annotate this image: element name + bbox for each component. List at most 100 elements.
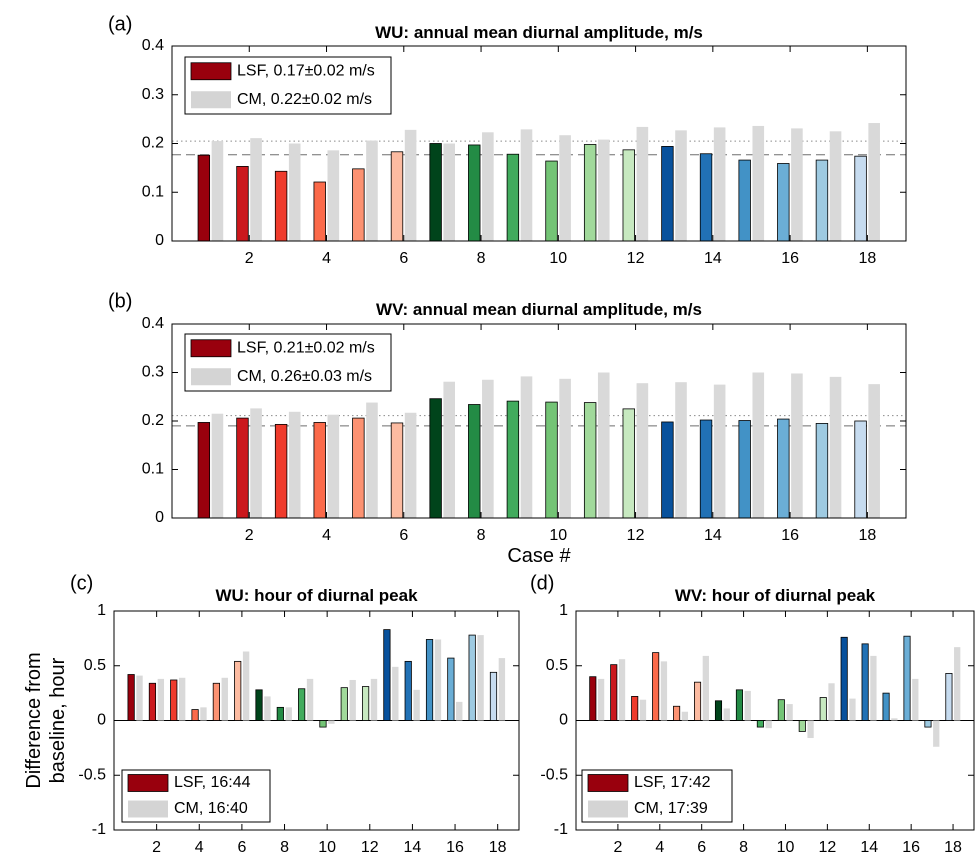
x-tick-label: 10 bbox=[549, 250, 567, 267]
bar-lsf bbox=[340, 687, 348, 721]
bar-cm bbox=[849, 698, 856, 721]
x-tick-label: 8 bbox=[280, 839, 289, 856]
legend-swatch bbox=[128, 800, 168, 818]
legend-label: CM, 0.22±0.02 m/s bbox=[237, 91, 372, 108]
bar-lsf bbox=[622, 408, 635, 519]
bar-lsf bbox=[390, 422, 404, 519]
bar-cm bbox=[211, 141, 224, 241]
bar-cm bbox=[404, 412, 417, 518]
bar-cm bbox=[702, 655, 709, 721]
bar-cm bbox=[157, 678, 165, 721]
bar-cm bbox=[200, 707, 207, 721]
y-tick-label: 0 bbox=[559, 712, 568, 729]
bar-lsf bbox=[429, 398, 442, 519]
bar-cm bbox=[597, 372, 610, 518]
y-tick-label: 0.4 bbox=[142, 315, 164, 332]
y-tick-label: 0.5 bbox=[84, 657, 106, 674]
bar-lsf bbox=[699, 153, 713, 242]
bar-lsf bbox=[661, 421, 674, 519]
x-tick-label: 14 bbox=[860, 839, 878, 856]
bar-lsf bbox=[756, 720, 764, 728]
chart-title: WV: annual mean diurnal amplitude, m/s bbox=[376, 300, 702, 319]
bar-cm bbox=[221, 677, 228, 721]
bar-lsf bbox=[447, 657, 455, 721]
bar-cm bbox=[829, 131, 842, 241]
bar-cm bbox=[675, 130, 687, 241]
y-tick-label: 0.3 bbox=[142, 364, 164, 381]
x-tick-label: 10 bbox=[777, 839, 795, 856]
bar-lsf bbox=[854, 420, 867, 519]
bar-lsf bbox=[545, 160, 558, 242]
x-tick-label: 6 bbox=[399, 250, 408, 267]
bar-lsf bbox=[735, 689, 743, 721]
bar-lsf bbox=[815, 159, 829, 242]
x-tick-label: 18 bbox=[858, 250, 876, 267]
panel-label: (c) bbox=[70, 572, 93, 594]
x-tick-label: 2 bbox=[245, 250, 254, 267]
bar-cm bbox=[618, 659, 626, 721]
legend-label: LSF, 16:44 bbox=[174, 774, 251, 791]
y-tick-label: 0.1 bbox=[142, 183, 164, 200]
x-tick-label: 10 bbox=[318, 839, 336, 856]
bar-lsf bbox=[622, 149, 635, 242]
bar-lsf bbox=[738, 420, 751, 519]
x-tick-label: 12 bbox=[361, 839, 379, 856]
x-tick-label: 16 bbox=[781, 250, 799, 267]
bar-cm bbox=[597, 139, 610, 241]
x-tick-label: 6 bbox=[697, 839, 706, 856]
legend-swatch bbox=[190, 339, 232, 358]
bar-lsf bbox=[191, 709, 199, 721]
x-tick-label: 4 bbox=[322, 527, 331, 544]
bar-cm bbox=[370, 678, 378, 721]
bar-cm bbox=[912, 678, 919, 721]
legend-swatch bbox=[190, 62, 232, 81]
legend-label: LSF, 17:42 bbox=[634, 774, 711, 791]
bar-lsf bbox=[699, 419, 713, 519]
bar-lsf bbox=[506, 153, 520, 242]
bar-lsf bbox=[170, 679, 178, 721]
legend-label: CM, 17:39 bbox=[634, 800, 708, 817]
y-axis-label: Difference from baseline, hour bbox=[23, 652, 69, 788]
bar-lsf bbox=[197, 422, 211, 519]
x-tick-label: 12 bbox=[627, 527, 645, 544]
bar-cm bbox=[413, 689, 420, 721]
x-tick-label: 16 bbox=[902, 839, 920, 856]
bar-lsf bbox=[861, 643, 869, 721]
bar-lsf bbox=[819, 697, 827, 721]
bar-lsf bbox=[298, 688, 306, 721]
bar-cm bbox=[250, 138, 262, 241]
bar-cm bbox=[306, 678, 314, 721]
bar-cm bbox=[434, 639, 442, 721]
bar-cm bbox=[891, 718, 898, 721]
bar-lsf bbox=[148, 682, 157, 721]
bar-lsf bbox=[661, 146, 674, 242]
bar-lsf bbox=[652, 652, 660, 721]
bar-cm bbox=[675, 382, 687, 518]
bar-cm bbox=[288, 143, 301, 241]
bar-lsf bbox=[274, 170, 288, 242]
bar-cm bbox=[868, 123, 880, 241]
x-tick-label: 18 bbox=[489, 839, 507, 856]
bar-cm bbox=[178, 677, 186, 721]
x-tick-label: 14 bbox=[404, 839, 422, 856]
bar-cm bbox=[477, 635, 484, 721]
bar-lsf bbox=[583, 402, 597, 519]
bar-lsf bbox=[777, 163, 790, 242]
bar-cm bbox=[520, 376, 533, 518]
x-tick-label: 6 bbox=[237, 839, 246, 856]
bar-cm bbox=[456, 701, 463, 721]
bar-cm bbox=[752, 372, 765, 518]
bar-cm bbox=[327, 414, 340, 518]
legend-swatch bbox=[587, 774, 629, 792]
bar-cm bbox=[807, 720, 814, 739]
legend-swatch bbox=[191, 91, 231, 109]
x-tick-label: 10 bbox=[549, 527, 567, 544]
x-tick-label: 16 bbox=[446, 839, 464, 856]
bar-lsf bbox=[924, 720, 932, 728]
legend-swatch bbox=[588, 800, 628, 818]
bar-cm bbox=[498, 658, 506, 721]
bar-lsf bbox=[236, 417, 249, 519]
bar-lsf bbox=[234, 660, 242, 721]
bar-lsf bbox=[429, 143, 442, 242]
bar-lsf bbox=[468, 404, 481, 519]
